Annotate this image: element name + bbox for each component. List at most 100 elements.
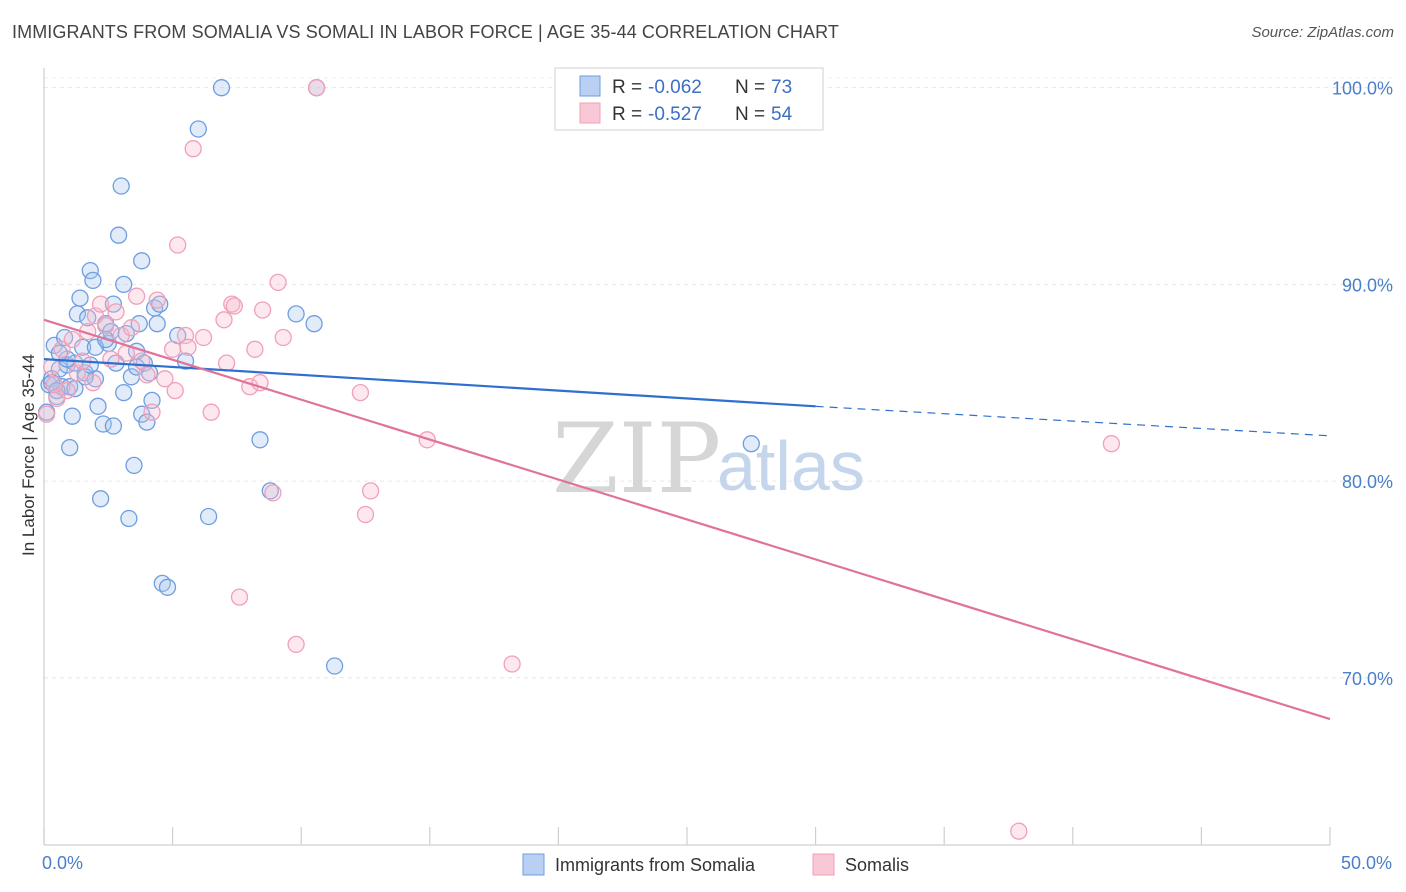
data-point: [143, 391, 161, 410]
y-tick-labels: 70.0% 80.0% 90.0% 100.0%: [1332, 79, 1393, 689]
data-point: [130, 315, 148, 333]
data-point: [37, 405, 56, 423]
data-point: [138, 366, 156, 384]
data-point: [156, 370, 174, 388]
legend-box: R = -0.062 N = 73 R = -0.527 N = 54: [554, 67, 824, 131]
data-point: [251, 431, 269, 449]
data-point: [351, 383, 370, 402]
source-credit: Source: ZipAtlas.com: [1251, 24, 1394, 41]
data-point: [194, 328, 213, 347]
data-point: [202, 403, 220, 421]
data-point: [325, 657, 344, 675]
data-point: [307, 79, 326, 97]
watermark-zip: ZIP: [552, 403, 721, 515]
bottom-legend-label-1: Immigrants from Somalia: [555, 855, 756, 875]
data-point: [179, 338, 197, 356]
data-point: [127, 287, 146, 305]
watermark: ZIP atlas: [552, 403, 865, 515]
data-point: [305, 315, 323, 333]
legend-r-label-1: R =: [612, 77, 642, 98]
legend-swatch-blue: [579, 75, 601, 97]
data-point: [287, 635, 305, 654]
y-axis-title: In Labor Force | Age 35-44: [19, 354, 38, 556]
data-point: [120, 509, 138, 528]
x-ticks: [43, 827, 1331, 845]
x-tick-label-min: 0.0%: [42, 853, 83, 873]
legend-n-value-1: 73: [771, 77, 792, 98]
data-point: [63, 407, 81, 425]
data-point: [125, 456, 143, 475]
data-point: [225, 297, 243, 315]
data-point: [503, 655, 521, 673]
data-point: [63, 330, 81, 349]
bottom-legend-swatch-pink: [812, 853, 835, 876]
legend-n-value-2: 54: [771, 104, 793, 125]
data-point: [143, 403, 161, 421]
bottom-legend-label-2: Somalis: [845, 855, 909, 875]
data-point: [138, 413, 156, 431]
data-point: [361, 482, 380, 500]
data-point: [230, 588, 249, 606]
data-point: [189, 120, 207, 138]
data-point: [163, 340, 182, 358]
data-point: [184, 140, 202, 158]
data-point: [84, 271, 102, 290]
y-tick-label: 70.0%: [1342, 669, 1393, 689]
legend-swatch-pink: [579, 102, 601, 124]
data-point: [43, 358, 61, 376]
data-point: [91, 295, 110, 313]
data-point: [148, 315, 166, 333]
trend-line-pink: [43, 318, 1331, 721]
data-point: [148, 291, 166, 309]
data-point: [199, 507, 218, 526]
legend-r-value-2: -0.527: [648, 104, 702, 125]
legend-n-label-2: N =: [735, 104, 765, 125]
data-point: [261, 482, 279, 500]
data-point: [246, 340, 264, 358]
data-point: [158, 578, 177, 596]
data-point: [223, 295, 241, 313]
data-point: [115, 275, 133, 294]
data-point: [107, 303, 125, 321]
data-point: [71, 289, 89, 307]
data-point: [742, 435, 760, 453]
data-point: [274, 328, 292, 347]
watermark-atlas: atlas: [717, 427, 865, 505]
trend-line-blue: [43, 358, 816, 408]
data-point: [102, 350, 120, 368]
data-point: [1102, 435, 1121, 453]
data-point: [122, 319, 141, 337]
data-point: [166, 381, 184, 400]
x-tick-label-max: 50.0%: [1341, 853, 1392, 873]
bottom-legend-swatch-blue: [522, 853, 545, 876]
data-point: [1010, 822, 1028, 840]
bottom-legend: Immigrants from Somalia Somalis: [522, 853, 909, 876]
data-point: [217, 354, 236, 372]
data-point: [104, 417, 123, 435]
data-point: [269, 273, 287, 292]
data-point: [84, 374, 102, 392]
y-tick-label: 90.0%: [1342, 275, 1393, 295]
data-point: [81, 261, 99, 280]
data-point: [115, 383, 133, 402]
data-point: [91, 490, 110, 508]
data-point: [287, 305, 305, 323]
data-point: [45, 376, 63, 394]
legend-r-label-2: R =: [612, 104, 642, 125]
data-point: [356, 505, 375, 524]
data-point: [97, 317, 115, 335]
trend-lines: [43, 318, 1331, 721]
legend-n-label-1: N =: [735, 77, 765, 98]
data-point: [89, 397, 107, 415]
gridlines: [44, 77, 1392, 679]
data-point: [212, 79, 231, 97]
legend-r-value-1: -0.062: [648, 77, 702, 98]
data-point: [169, 236, 187, 254]
data-point: [253, 301, 272, 319]
y-tick-label: 100.0%: [1332, 79, 1393, 99]
y-tick-label: 80.0%: [1342, 472, 1393, 492]
data-point: [109, 226, 128, 244]
chart-title: IMMIGRANTS FROM SOMALIA VS SOMALI IN LAB…: [12, 22, 839, 42]
data-point: [264, 484, 282, 502]
